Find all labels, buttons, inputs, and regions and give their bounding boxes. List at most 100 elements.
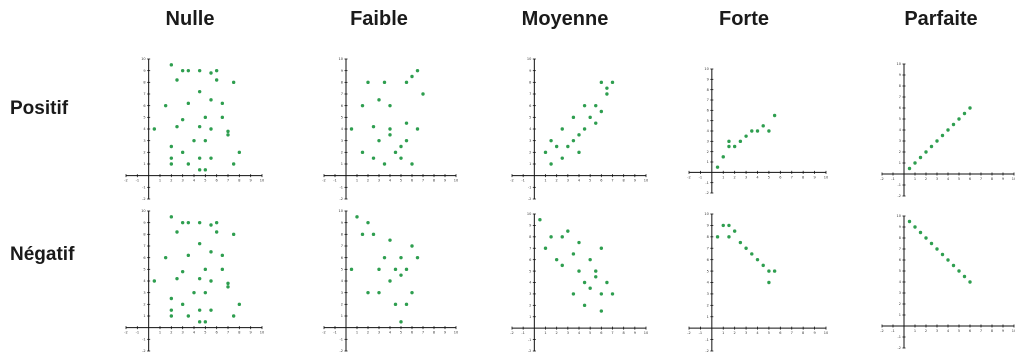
data-point	[404, 267, 409, 272]
data-point	[175, 276, 179, 281]
y-tick-label: 5	[341, 268, 343, 272]
y-tick-label: 1	[899, 313, 901, 317]
data-point	[399, 144, 403, 149]
y-tick-label: 5	[899, 269, 901, 273]
y-tick-label: 7	[143, 244, 145, 248]
data-point	[415, 255, 420, 260]
data-point	[594, 269, 598, 273]
x-tick-label: -1	[333, 179, 337, 183]
x-tick-label: 8	[991, 329, 993, 333]
y-tick-label: 3	[341, 139, 343, 143]
x-tick-label: 4	[389, 179, 392, 183]
y-tick-label: 5	[707, 119, 709, 123]
y-tick-label: 10	[897, 62, 901, 66]
y-tick-label: 1	[899, 161, 901, 165]
data-point	[610, 292, 615, 296]
x-tick-label: 5	[204, 179, 206, 183]
data-point	[588, 257, 592, 262]
data-point	[962, 111, 967, 116]
x-tick-label: 5	[958, 177, 960, 181]
data-point	[571, 138, 576, 143]
y-tick-label: 10	[527, 57, 531, 61]
data-point	[571, 252, 576, 256]
y-tick-label: -1	[898, 335, 902, 339]
data-point	[566, 229, 570, 233]
y-tick-label: 9	[899, 73, 901, 77]
y-tick-label: 10	[339, 57, 343, 61]
data-point	[560, 263, 564, 268]
y-tick-label: -1	[705, 181, 709, 185]
x-tick-label: 6	[216, 179, 218, 183]
x-tick-label: 5	[958, 329, 960, 333]
data-point	[410, 74, 414, 79]
data-point	[560, 235, 564, 239]
x-tick-label: 4	[193, 179, 196, 183]
column-header-forte: Forte	[719, 8, 769, 30]
y-tick-label: 3	[529, 292, 531, 296]
y-tick-label: -2	[705, 191, 709, 195]
data-point	[968, 106, 972, 110]
x-tick-label: 6	[779, 175, 781, 179]
y-tick-label: -2	[898, 194, 902, 198]
data-point	[404, 80, 409, 85]
y-tick-label: 8	[529, 235, 531, 239]
y-tick-label: 4	[707, 129, 710, 133]
x-tick-label: -2	[322, 179, 326, 183]
data-point	[214, 230, 219, 234]
data-point	[582, 103, 587, 108]
x-tick-label: 9	[250, 331, 252, 335]
y-tick-label: 10	[339, 209, 343, 213]
x-tick-label: 2	[556, 179, 558, 183]
data-point	[755, 257, 760, 262]
y-tick-label: 8	[341, 81, 343, 85]
data-point	[554, 144, 559, 149]
x-tick-label: 4	[756, 331, 759, 335]
data-point	[197, 68, 202, 73]
data-point	[772, 269, 777, 273]
data-point	[186, 253, 191, 258]
data-point	[349, 127, 354, 131]
x-tick-label: 3	[378, 179, 380, 183]
y-tick-label: 2	[899, 150, 901, 154]
data-point	[907, 166, 912, 171]
y-tick-label: 8	[341, 233, 343, 237]
y-tick-label: -2	[340, 349, 344, 353]
data-point	[599, 80, 604, 85]
data-point	[732, 229, 737, 233]
data-point	[169, 296, 174, 301]
column-header-nulle: Nulle	[165, 8, 215, 30]
data-point	[152, 127, 157, 131]
scatter-positif-forte: -2 -1 1 2 3 4 5 6 7 8 9 10 -2 -1 1 2 3 4 5 6 7 8 9 10	[687, 67, 828, 195]
data-point	[755, 129, 760, 133]
data-point	[761, 263, 765, 268]
data-point	[571, 292, 576, 296]
y-tick-label: -1	[340, 186, 344, 190]
y-tick-label: 8	[899, 236, 901, 240]
data-point	[738, 240, 743, 245]
x-tick-label: 9	[1002, 177, 1004, 181]
y-tick-label: 4	[899, 280, 902, 284]
y-tick-label: 10	[527, 212, 531, 216]
data-point	[366, 290, 370, 295]
x-tick-label: 7	[611, 331, 613, 335]
y-tick-label: 9	[341, 69, 343, 73]
x-tick-label: 5	[768, 175, 770, 179]
y-tick-label: 8	[143, 81, 145, 85]
x-tick-label: 7	[791, 175, 793, 179]
y-tick-label: 7	[529, 246, 531, 250]
data-point	[599, 309, 604, 313]
x-tick-label: 3	[378, 331, 380, 335]
data-point	[197, 124, 202, 129]
y-tick-label: 1	[529, 162, 531, 166]
data-point	[588, 115, 592, 120]
data-point	[169, 63, 174, 67]
column-header-parfaite: Parfaite	[904, 8, 978, 30]
data-point	[577, 150, 581, 155]
data-point	[393, 302, 398, 307]
scatter-negatif-forte: -2 -1 1 2 3 4 5 6 7 8 9 10 -2 -1 1 2 3 4 5 6 7 8 9 10	[687, 212, 828, 353]
y-tick-label: 3	[529, 139, 531, 143]
x-tick-label: -1	[333, 331, 337, 335]
data-point	[582, 303, 587, 308]
data-point	[175, 78, 179, 82]
data-point	[186, 314, 191, 318]
